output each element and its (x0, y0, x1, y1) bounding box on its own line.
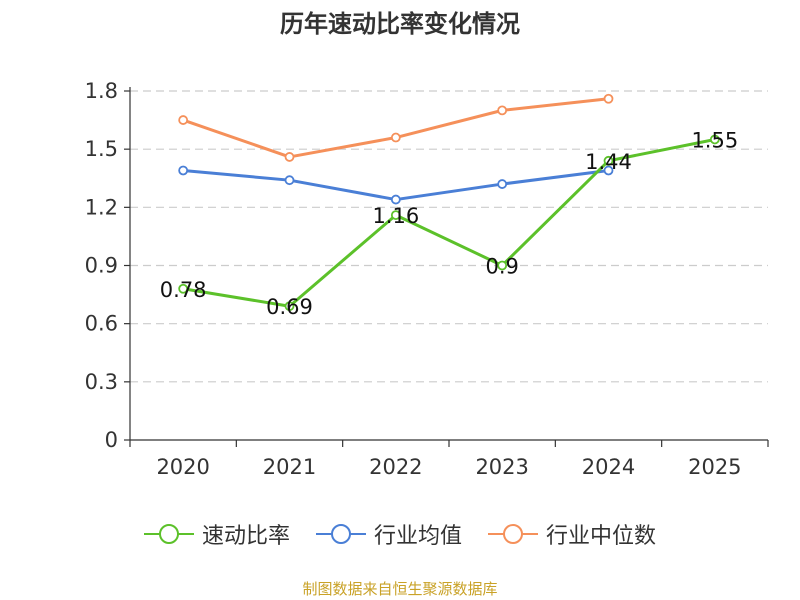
legend-label-industry-average: 行业均值 (373, 524, 462, 549)
data-point-s0-2 (390, 210, 401, 220)
data-label-1: 0.69 (266, 295, 313, 319)
chart-title: 历年速动比率变化情况 (280, 10, 520, 38)
legend-item-quick-ratio[interactable]: 速动比率 (143, 518, 290, 550)
data-labels: 0.78 0.69 1.16 0.9 1.44 1.55 (160, 128, 738, 319)
data-point-s0-1 (284, 301, 295, 312)
y-tick-label: 0.6 (85, 312, 118, 336)
data-point-s2-4 (603, 93, 614, 104)
data-label-2: 1.16 (372, 204, 419, 228)
legend-item-industry-median[interactable]: 行业中位数 (488, 518, 656, 550)
data-point-s1-4 (603, 165, 614, 176)
data-label-0: 0.78 (160, 278, 207, 302)
data-point-s2-2 (390, 132, 401, 143)
data-label-3: 0.9 (485, 255, 518, 279)
data-label-5: 1.55 (691, 128, 738, 152)
legend-label-industry-median: 行业中位数 (546, 524, 657, 549)
data-point-s1-2 (390, 194, 401, 205)
legend-marker-quick-ratio (143, 524, 194, 544)
y-tick-label: 0.9 (85, 254, 118, 278)
data-point-s1-3 (497, 179, 508, 189)
y-tick-label: 0.3 (85, 370, 118, 394)
data-point-s0-0 (178, 283, 189, 294)
legend-marker-industry-median (488, 524, 538, 544)
x-tick-label: 2024 (582, 455, 635, 479)
y-tick-label: 1.2 (85, 195, 118, 219)
data-point-s0-3 (497, 260, 508, 271)
source-note: 制图数据来自恒生聚源数据库 (302, 580, 498, 598)
data-point-s1-1 (284, 175, 295, 186)
series-line-2 (182, 97, 609, 159)
axes: 0 0.3 0.6 0.9 1.2 1.5 1.8 2020 2021 2022 2023 2024 2… (85, 79, 769, 479)
series-layer (178, 93, 720, 312)
legend-label-quick-ratio: 速动比率 (201, 524, 290, 549)
x-tick-label: 2025 (688, 455, 741, 479)
y-tick-label: 0 (105, 428, 118, 452)
data-point-s0-5 (709, 134, 720, 145)
legend: 速动比率 行业均值 行业中位数 (0, 518, 800, 550)
data-point-s2-1 (284, 152, 295, 162)
data-label-4: 1.44 (585, 150, 632, 174)
data-point-s0-4 (603, 155, 614, 166)
legend-item-industry-average[interactable]: 行业均值 (315, 518, 462, 550)
series-line-0 (182, 138, 716, 308)
data-point-s1-0 (178, 165, 189, 176)
x-tick-label: 2022 (369, 455, 422, 479)
x-tick-label: 2023 (475, 455, 528, 479)
y-tick-label: 1.5 (85, 137, 118, 161)
x-tick-label: 2020 (156, 455, 209, 479)
legend-marker-industry-average (315, 524, 366, 544)
x-tick-label: 2021 (263, 455, 316, 479)
y-tick-label: 1.8 (85, 79, 118, 103)
data-point-s2-0 (178, 115, 189, 125)
grid-lines (130, 90, 768, 383)
data-point-s2-3 (497, 105, 508, 116)
